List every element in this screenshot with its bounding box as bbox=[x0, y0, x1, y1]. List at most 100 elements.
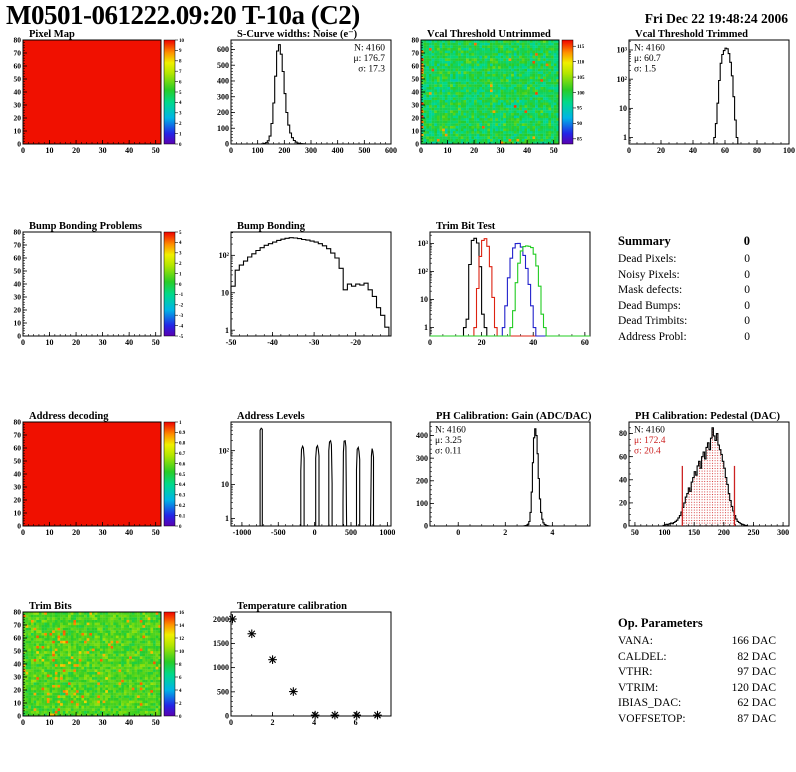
row-value: 97 DAC bbox=[737, 666, 776, 678]
svg-text:10: 10 bbox=[14, 319, 22, 328]
summary-row: Mask defects: 0 bbox=[618, 283, 750, 299]
svg-text:0.9: 0.9 bbox=[179, 431, 186, 436]
svg-text:20: 20 bbox=[470, 146, 478, 155]
svg-text:0: 0 bbox=[179, 143, 182, 148]
bump-bonding-problems-plot: 0 10 20 30 40 50 0 10 20 30 40 50 60 70 80 5 4 3 2 1 0 -1 -2 -3… bbox=[5, 220, 199, 378]
svg-text:1000: 1000 bbox=[379, 528, 395, 537]
svg-text:10: 10 bbox=[14, 127, 22, 136]
row-value: 82 DAC bbox=[737, 650, 776, 663]
row-label: Address Probl: bbox=[618, 330, 687, 343]
summary-panel: Summary 0 Dead Pixels: 0 Noisy Pixels: 0 Mas… bbox=[618, 234, 750, 345]
svg-text:0: 0 bbox=[17, 522, 21, 531]
svg-text:-3: -3 bbox=[179, 314, 184, 319]
chart-title: Address decoding bbox=[29, 411, 109, 422]
svg-text:-500: -500 bbox=[271, 528, 286, 537]
row-label: Mask defects: bbox=[618, 284, 683, 296]
svg-text:-4: -4 bbox=[179, 324, 184, 329]
svg-text:80: 80 bbox=[14, 36, 22, 45]
svg-text:-50: -50 bbox=[226, 338, 237, 347]
svg-text:0: 0 bbox=[419, 146, 423, 155]
svg-text:0: 0 bbox=[225, 140, 229, 149]
row-value: 120 DAC bbox=[731, 681, 776, 694]
svg-text:20: 20 bbox=[412, 114, 420, 123]
svg-text:85: 85 bbox=[577, 138, 583, 143]
chart-svg: 0 20 40 60 1 10 10² 10³ Trim Bit Test bbox=[418, 221, 591, 347]
svg-text:20: 20 bbox=[14, 496, 22, 505]
svg-text:σ: 17.3: σ: 17.3 bbox=[358, 65, 385, 75]
report-date: Fri Dec 22 19:48:24 2006 bbox=[644, 11, 788, 26]
row-label: VOFFSETOP: bbox=[618, 712, 686, 725]
svg-text:10: 10 bbox=[444, 146, 452, 155]
svg-text:50: 50 bbox=[550, 146, 558, 155]
svg-text:N: 4160: N: 4160 bbox=[634, 426, 665, 436]
chart-svg: 0 10 20 30 40 50 0 10 20 30 40 50 60 70 80 115 110 105 100… bbox=[412, 29, 586, 155]
svg-text:40: 40 bbox=[125, 528, 133, 537]
svg-text:0.7: 0.7 bbox=[179, 452, 186, 457]
trim-bits-map-plot: 0 10 20 30 40 50 0 10 20 30 40 50 60 70 80 16 14 12 10 8 6 4 2… bbox=[5, 600, 199, 758]
row-label: Dead Pixels: bbox=[618, 253, 677, 265]
svg-text:100: 100 bbox=[416, 499, 428, 508]
row-label: Dead Bumps: bbox=[618, 299, 681, 312]
svg-text:200: 200 bbox=[718, 528, 730, 537]
svg-text:40: 40 bbox=[125, 146, 133, 155]
svg-text:400: 400 bbox=[217, 77, 229, 86]
svg-text:0: 0 bbox=[313, 528, 317, 537]
svg-text:μ: 60.7: μ: 60.7 bbox=[634, 54, 661, 64]
row-label: VTHR: bbox=[618, 666, 653, 678]
svg-text:1: 1 bbox=[424, 323, 428, 332]
svg-text:-1: -1 bbox=[179, 293, 184, 298]
svg-text:70: 70 bbox=[14, 241, 22, 250]
svg-text:30: 30 bbox=[14, 101, 22, 110]
svg-text:60: 60 bbox=[14, 62, 22, 71]
svg-text:100: 100 bbox=[577, 91, 585, 96]
address-levels-plot: -1000 -500 0 500 1000 1 10 10² Address Levels bbox=[204, 410, 398, 568]
svg-text:40: 40 bbox=[14, 280, 22, 289]
svg-text:500: 500 bbox=[345, 528, 357, 537]
svg-text:5: 5 bbox=[179, 91, 182, 96]
svg-text:100: 100 bbox=[659, 528, 671, 537]
svg-text:N: 4160: N: 4160 bbox=[634, 44, 665, 54]
svg-text:80: 80 bbox=[753, 146, 761, 155]
svg-text:40: 40 bbox=[412, 88, 420, 97]
svg-text:6: 6 bbox=[179, 80, 182, 85]
row-value: 0 bbox=[744, 330, 750, 343]
svg-text:60: 60 bbox=[619, 452, 627, 461]
svg-text:50: 50 bbox=[14, 267, 22, 276]
bump-bonding-plot: -50 -40 -30 -20 1 10 10² Bump Bonding bbox=[204, 220, 398, 378]
svg-text:10³: 10³ bbox=[418, 239, 429, 248]
svg-text:1: 1 bbox=[179, 421, 182, 426]
chart-svg: 0 10 20 30 40 50 0 10 20 30 40 50 60 70 80 1 0.9 0.8 0.7 0.… bbox=[14, 411, 186, 537]
svg-text:80: 80 bbox=[14, 418, 22, 427]
svg-text:10³: 10³ bbox=[617, 46, 628, 55]
row-label: VANA: bbox=[618, 635, 653, 647]
svg-text:0: 0 bbox=[179, 283, 182, 288]
op-parameters-rows: VANA: 166 DAC CALDEL: 82 DAC VTHR: 97 DAC VTRI… bbox=[618, 634, 776, 727]
ph-calibration-gain-plot: 0 2 4 0 100 200 300 400 N: 4160 μ: 3.25 σ: 0.11 PH … bbox=[403, 410, 597, 568]
svg-text:0: 0 bbox=[17, 140, 21, 149]
svg-text:110: 110 bbox=[577, 60, 585, 65]
svg-text:0.2: 0.2 bbox=[179, 504, 186, 509]
vcal-threshold-untrimmed-plot: 0 10 20 30 40 50 0 10 20 30 40 50 60 70 80 115 110 105 100… bbox=[403, 28, 597, 186]
svg-text:1: 1 bbox=[179, 272, 182, 277]
svg-text:200: 200 bbox=[416, 476, 428, 485]
svg-text:0: 0 bbox=[627, 146, 631, 155]
summary-title: Summary bbox=[618, 234, 671, 248]
svg-text:20: 20 bbox=[72, 146, 80, 155]
svg-text:600: 600 bbox=[217, 45, 229, 54]
summary-rows: Dead Pixels: 0 Noisy Pixels: 0 Mask defects:… bbox=[618, 252, 750, 345]
svg-text:60: 60 bbox=[14, 254, 22, 263]
svg-text:70: 70 bbox=[14, 49, 22, 58]
svg-text:30: 30 bbox=[497, 146, 505, 155]
svg-text:0.1: 0.1 bbox=[179, 514, 186, 519]
row-value: 0 bbox=[744, 268, 750, 281]
svg-text:20: 20 bbox=[72, 528, 80, 537]
svg-text:40: 40 bbox=[14, 470, 22, 479]
svg-text:-1000: -1000 bbox=[233, 528, 252, 537]
param-row: VOFFSETOP: 87 DAC bbox=[618, 712, 776, 728]
chart-title: Address Levels bbox=[237, 411, 305, 422]
svg-text:3: 3 bbox=[179, 112, 182, 117]
